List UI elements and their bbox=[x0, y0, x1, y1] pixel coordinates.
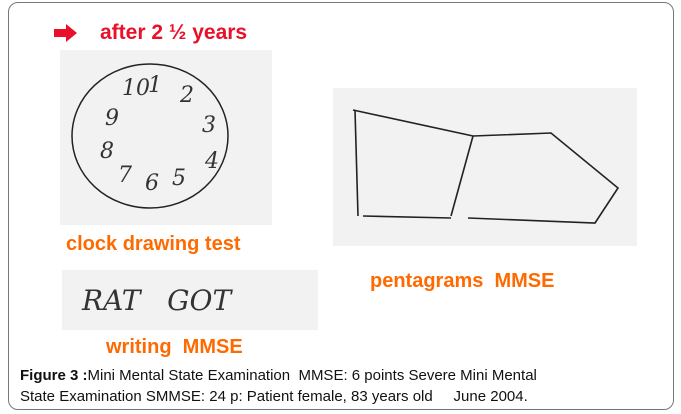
clock-numeral: 7 bbox=[118, 163, 132, 188]
pentagram-image bbox=[333, 88, 637, 246]
clock-numeral: 4 bbox=[204, 149, 219, 174]
pentagram-label: pentagrams MMSE bbox=[370, 270, 554, 293]
clock-numeral: 9 bbox=[105, 106, 119, 131]
page: after 2 ½ years 10123 45678 9 clock drawin… bbox=[0, 0, 681, 414]
arrow-icon bbox=[52, 22, 80, 44]
clock-numeral: 5 bbox=[172, 166, 186, 191]
clock-numeral: 3 bbox=[202, 113, 216, 138]
pentagram-drawing bbox=[333, 88, 637, 246]
clock-numeral: 1 bbox=[148, 73, 162, 98]
clock-label: clock drawing test bbox=[66, 233, 241, 256]
title: after 2 ½ years bbox=[100, 21, 247, 45]
caption-line: State Examination SMMSE: 24 p: Patient f… bbox=[20, 388, 528, 405]
writing-image: RAT GOT bbox=[62, 270, 318, 330]
caption-line: Figure 3 :Mini Mental State Examination … bbox=[20, 367, 537, 384]
writing-label: writing MMSE bbox=[106, 336, 243, 359]
writing-drawing: RAT GOT bbox=[62, 270, 318, 330]
clock-numeral: 10 bbox=[122, 76, 150, 101]
clock-numeral: 2 bbox=[179, 83, 194, 108]
handwriting: RAT GOT bbox=[81, 284, 233, 317]
caption-label: Figure 3 : bbox=[20, 367, 88, 384]
caption-text: Mini Mental State Examination MMSE: 6 po… bbox=[88, 367, 537, 384]
clock-numeral: 8 bbox=[100, 139, 114, 164]
clock-numeral: 6 bbox=[145, 171, 159, 196]
